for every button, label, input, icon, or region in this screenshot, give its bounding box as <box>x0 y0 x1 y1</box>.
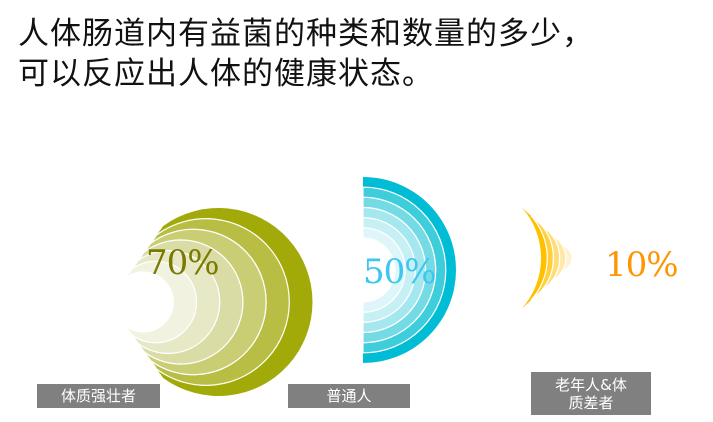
arc-ring <box>521 207 548 309</box>
value-label-normal: 50% <box>363 252 437 292</box>
headline-line-1: 人体肠道内有益菌的种类和数量的多少， <box>18 16 594 52</box>
headline-line-2: 可以反应出人体的健康状态。 <box>18 56 434 92</box>
category-label-normal: 普通人 <box>288 384 410 408</box>
value-label-strong: 70% <box>146 243 220 283</box>
arc-ring <box>363 177 456 363</box>
arc-ring <box>125 260 198 344</box>
arc-ring <box>362 227 406 313</box>
arc-ring <box>559 240 573 276</box>
headline: 人体肠道内有益菌的种类和数量的多少， 可以反应出人体的健康状态。 <box>18 14 594 94</box>
value-label-weak: 10% <box>605 245 679 285</box>
category-label-weak: 老年人&体质差者 <box>531 372 651 415</box>
category-label-strong: 体质强壮者 <box>37 384 160 408</box>
